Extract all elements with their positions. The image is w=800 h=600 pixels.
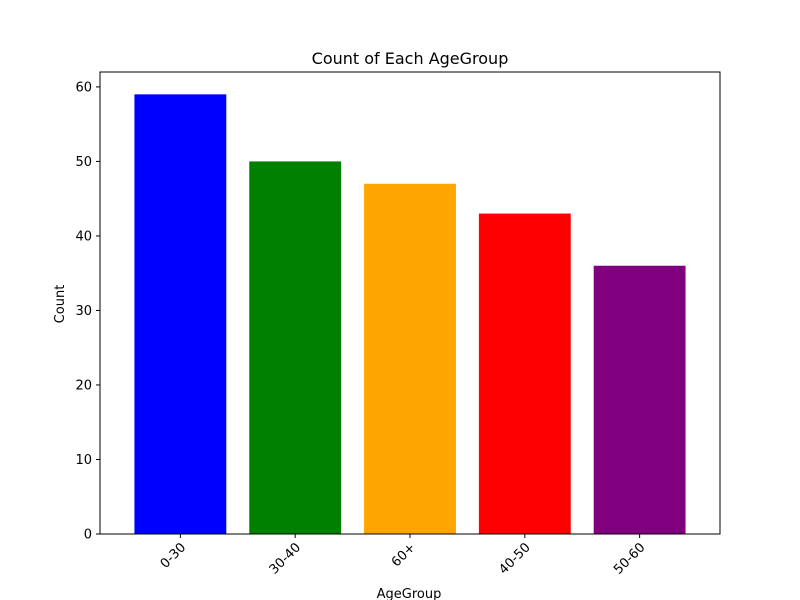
y-tick-label: 10 bbox=[75, 453, 92, 468]
bar-30-40 bbox=[249, 161, 342, 535]
y-tick-label: 40 bbox=[75, 229, 92, 244]
x-tick-label: 0-30 bbox=[158, 540, 189, 571]
y-axis-label: Count bbox=[53, 285, 68, 324]
y-tick-label: 20 bbox=[75, 378, 92, 393]
y-tick-label: 0 bbox=[84, 528, 92, 543]
bar-50-60 bbox=[593, 265, 686, 534]
bar-40-50 bbox=[478, 213, 571, 534]
x-axis-label: AgeGroup bbox=[377, 587, 442, 600]
x-tick-label: 50-60 bbox=[611, 540, 648, 577]
x-tick-label: 60+ bbox=[389, 540, 419, 570]
y-tick-label: 60 bbox=[75, 80, 92, 95]
x-tick-label: 40-50 bbox=[496, 540, 533, 577]
x-tick-label: 30-40 bbox=[267, 540, 304, 577]
bar-60+ bbox=[364, 183, 456, 534]
y-tick-label: 30 bbox=[75, 304, 92, 319]
bar-0-30 bbox=[134, 94, 227, 534]
chart-title: Count of Each AgeGroup bbox=[312, 49, 509, 68]
bars-layer bbox=[134, 94, 686, 535]
y-tick-label: 50 bbox=[75, 155, 92, 170]
